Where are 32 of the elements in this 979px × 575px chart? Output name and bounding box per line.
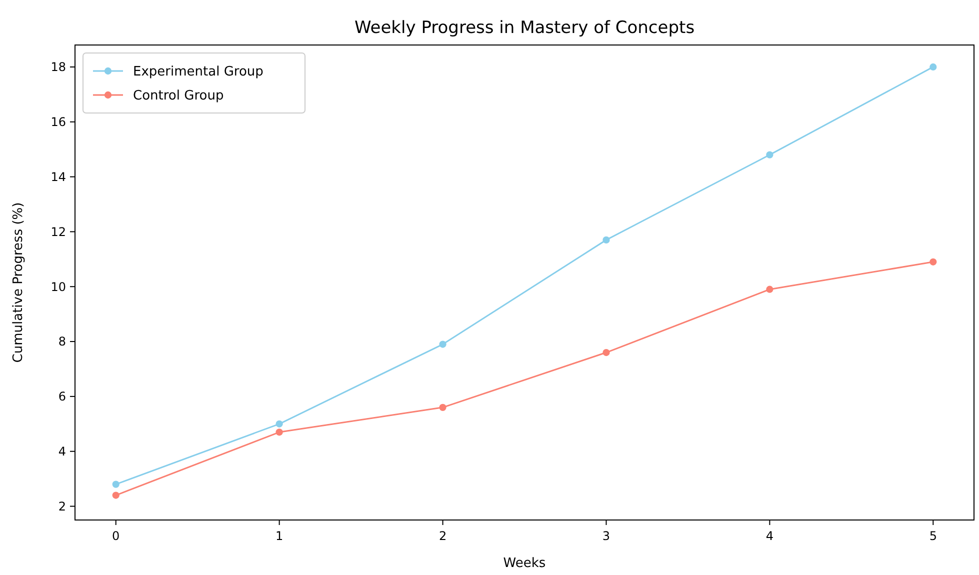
y-tick-label: 2 [58, 499, 66, 514]
y-tick-label: 4 [58, 444, 66, 459]
y-axis-title: Cumulative Progress (%) [11, 202, 26, 363]
point [439, 404, 446, 411]
point [112, 480, 120, 488]
point [276, 428, 283, 436]
y-tick-label: 10 [50, 280, 66, 294]
y-tick-label: 14 [50, 170, 66, 184]
point [766, 151, 774, 158]
x-tick-label: 1 [276, 529, 284, 543]
x-axis-title: Weeks [503, 556, 546, 571]
y-tick-label: 16 [50, 115, 66, 130]
chart-title: Weekly Progress in Mastery of Concepts [354, 18, 695, 38]
y-tick-label: 18 [50, 60, 66, 74]
point [602, 236, 610, 244]
point [930, 63, 937, 71]
y-tick-label: 6 [58, 390, 66, 404]
point [439, 340, 446, 348]
x-tick-label: 2 [438, 529, 447, 543]
y-tick-label: 12 [50, 224, 66, 239]
point [112, 492, 120, 499]
point [766, 286, 774, 293]
legend-label: Control Group [133, 88, 224, 104]
y-tick-label: 8 [58, 334, 66, 349]
x-tick-label: 3 [602, 529, 610, 543]
point [276, 420, 283, 428]
point [930, 258, 937, 266]
x-tick-label: 4 [766, 529, 774, 543]
x-tick-label: 0 [112, 529, 120, 543]
legend-label: Experimental Group [133, 64, 264, 80]
x-tick-label: 5 [929, 529, 937, 543]
point [602, 348, 610, 356]
